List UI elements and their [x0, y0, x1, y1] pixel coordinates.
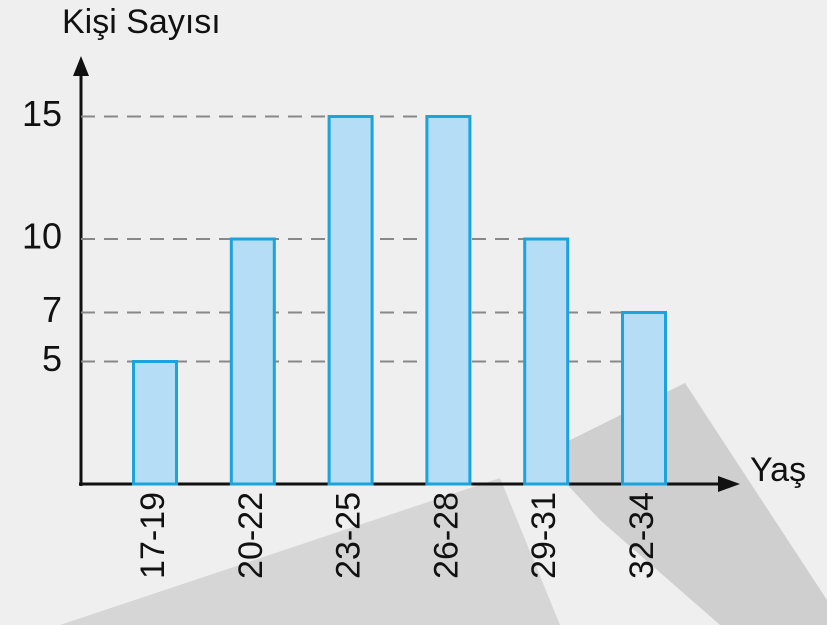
- bar: [523, 237, 570, 486]
- y-tick-label: 15: [22, 93, 62, 134]
- bar: [327, 115, 374, 486]
- x-tick-label: 32-34: [623, 492, 661, 579]
- y-axis-arrow: [73, 56, 89, 76]
- x-tick-label: 26-28: [427, 492, 465, 579]
- x-tick-label: 20-22: [232, 492, 270, 579]
- y-axis-label: Kişi Sayısı: [62, 3, 221, 41]
- x-axis-label: Yaş: [750, 451, 806, 489]
- y-tick-label: 5: [42, 338, 62, 379]
- x-axis-arrow: [718, 476, 740, 492]
- x-tick-label: 23-25: [330, 492, 368, 579]
- bar: [621, 311, 667, 486]
- watermark: [60, 478, 560, 625]
- bar: [425, 115, 472, 486]
- y-tick-label: 7: [42, 289, 62, 330]
- bar: [132, 360, 178, 486]
- bar: [229, 237, 276, 486]
- y-tick-label: 10: [22, 216, 62, 257]
- x-tick-label: 29-31: [525, 492, 563, 579]
- x-tick-label: 17-19: [134, 492, 172, 579]
- bars: [132, 115, 667, 486]
- watermark: [540, 383, 827, 625]
